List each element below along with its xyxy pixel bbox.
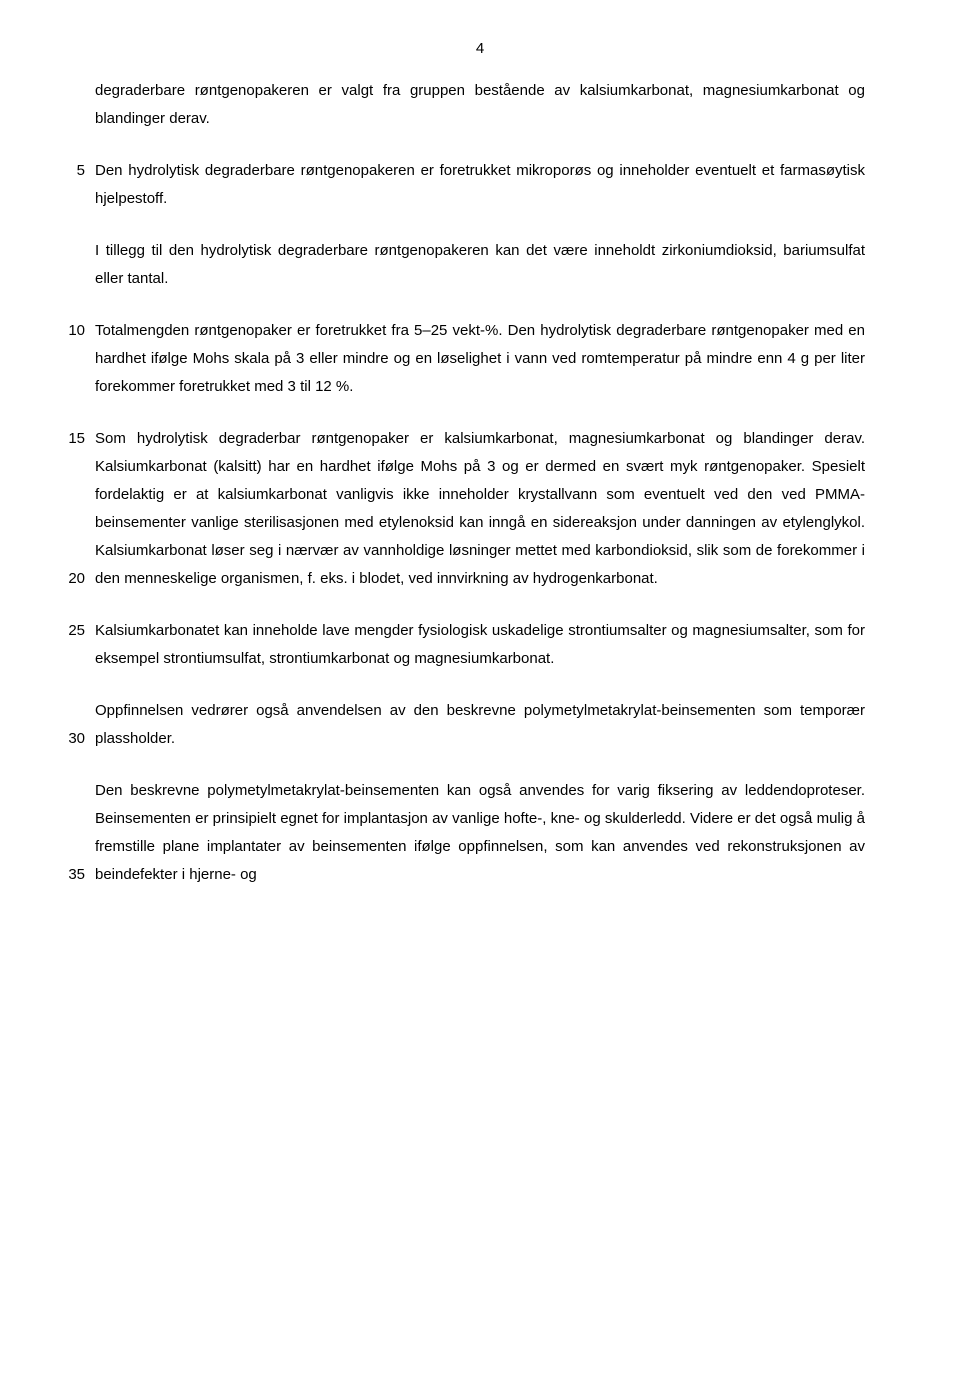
paragraph-text: Oppfinnelsen vedrører også anvendelsen a… — [95, 697, 865, 753]
paragraph-block-8: 35 Den beskrevne polymetylmetakrylat-bei… — [95, 777, 865, 889]
line-number-30: 30 — [45, 725, 85, 753]
document-page: 4 degraderbare røntgenopakeren er valgt … — [0, 0, 960, 1375]
paragraph-text: Den beskrevne polymetylmetakrylat-beinse… — [95, 777, 865, 889]
paragraph-text: Som hydrolytisk degraderbar røntgenopake… — [95, 425, 865, 593]
paragraph-text: Totalmengden røntgenopaker er foretrukke… — [95, 317, 865, 401]
paragraph-text: degraderbare røntgenopakeren er valgt fr… — [95, 77, 865, 133]
line-number-20: 20 — [45, 565, 85, 593]
paragraph-block-4: 10 Totalmengden røntgenopaker er foretru… — [95, 317, 865, 401]
paragraph-text: Kalsiumkarbonatet kan inneholde lave men… — [95, 617, 865, 673]
paragraph-block-1: degraderbare røntgenopakeren er valgt fr… — [95, 77, 865, 133]
paragraph-block-2: 5 Den hydrolytisk degraderbare røntgenop… — [95, 157, 865, 213]
page-number: 4 — [95, 40, 865, 57]
paragraph-block-7: 30 Oppfinnelsen vedrører også anvendelse… — [95, 697, 865, 753]
paragraph-block-5: 15 20 Som hydrolytisk degraderbar røntge… — [95, 425, 865, 593]
paragraph-text: Den hydrolytisk degraderbare røntgenopak… — [95, 157, 865, 213]
line-number-10: 10 — [45, 317, 85, 345]
line-number-5: 5 — [45, 157, 85, 185]
line-number-35: 35 — [45, 861, 85, 889]
paragraph-block-3: I tillegg til den hydrolytisk degraderba… — [95, 237, 865, 293]
paragraph-block-6: 25 Kalsiumkarbonatet kan inneholde lave … — [95, 617, 865, 673]
line-number-15: 15 — [45, 425, 85, 453]
line-number-25: 25 — [45, 617, 85, 645]
paragraph-text: I tillegg til den hydrolytisk degraderba… — [95, 237, 865, 293]
